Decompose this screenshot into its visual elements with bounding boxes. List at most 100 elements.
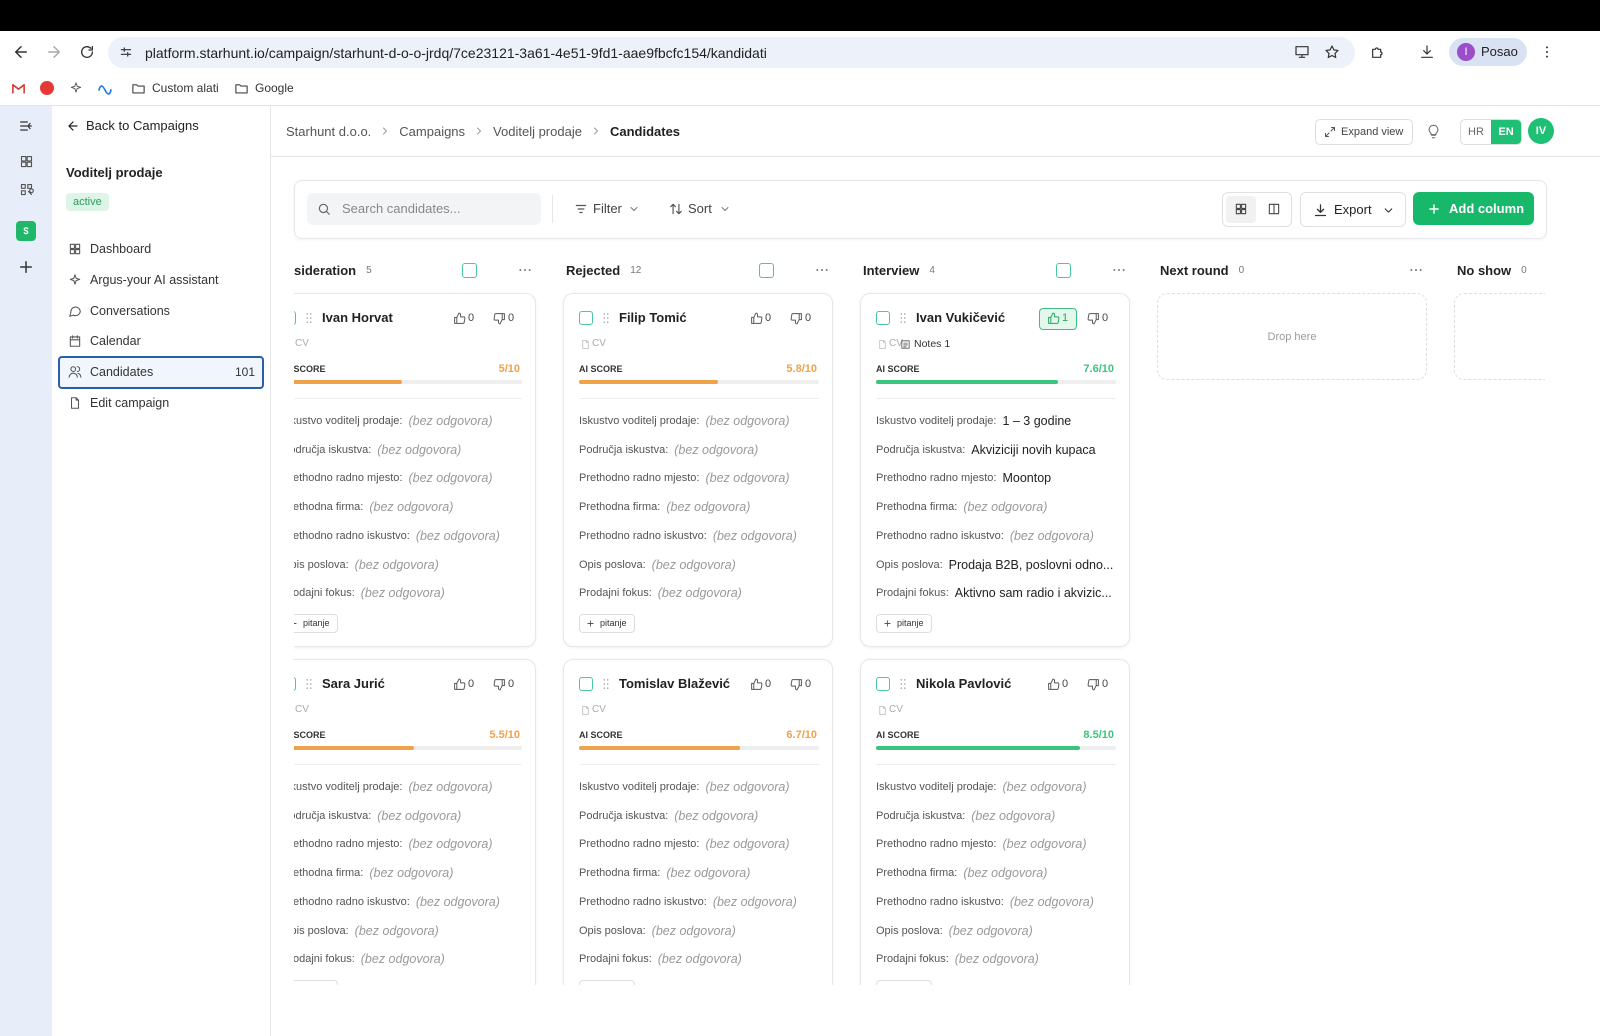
breadcrumb[interactable]: Starhunt d.o.o. xyxy=(286,123,372,139)
like-count: 1 xyxy=(1062,312,1069,324)
column-checkbox[interactable] xyxy=(759,263,774,278)
breadcrumb[interactable]: Campaigns xyxy=(399,123,466,139)
nav-item[interactable]: Calendar xyxy=(90,334,141,349)
profile-button[interactable]: I Posao xyxy=(1449,38,1527,66)
language-option[interactable]: EN xyxy=(1491,120,1521,144)
nav-item[interactable]: Candidates xyxy=(90,365,154,380)
add-question-button[interactable]: pitanje xyxy=(579,614,635,633)
candidate-name: Filip Tomić xyxy=(619,310,687,325)
icon[interactable] xyxy=(574,202,588,216)
expand-button[interactable]: Expand view xyxy=(1315,119,1413,145)
bookmark[interactable]: Custom alati xyxy=(152,81,219,95)
column-checkbox[interactable] xyxy=(1056,263,1071,278)
icon[interactable] xyxy=(1539,44,1555,60)
nav-item[interactable]: Dashboard xyxy=(90,242,152,256)
icon[interactable] xyxy=(750,678,763,691)
icon[interactable] xyxy=(45,43,63,61)
card-checkbox[interactable] xyxy=(579,311,593,325)
sort-button[interactable]: Sort xyxy=(688,201,712,216)
icon[interactable] xyxy=(517,262,533,278)
field-label: Prethodno radno iskustvo: xyxy=(876,529,1004,542)
icon[interactable] xyxy=(19,182,34,197)
add-question-button[interactable]: pitanje xyxy=(294,980,338,985)
card-checkbox[interactable] xyxy=(876,677,890,691)
cv-link[interactable]: CV xyxy=(889,338,903,349)
candidate-card[interactable]: Filip Tomić 0 0 CV AI SCORE 5.8/10 Iskustvo vo… xyxy=(563,293,833,647)
icon xyxy=(131,81,146,96)
candidate-card[interactable]: Sara Jurić 0 0 CV AI SCORE 5.5/10 Iskustvo vod… xyxy=(294,659,536,985)
field-label: Opis poslova: xyxy=(579,558,646,571)
icon[interactable] xyxy=(1111,262,1127,278)
card-checkbox[interactable] xyxy=(876,311,890,325)
card-checkbox[interactable] xyxy=(294,677,296,691)
icon[interactable] xyxy=(1324,44,1340,60)
icon xyxy=(519,269,531,271)
add-column-button[interactable]: Add column xyxy=(1413,192,1534,225)
address-bar[interactable]: platform.starhunt.io/campaign/starhunt-d… xyxy=(108,37,1355,68)
nav-item[interactable]: Edit campaign xyxy=(90,396,170,410)
candidate-card[interactable]: Tomislav Blažević 0 0 CV AI SCORE 6.7/10 Iskus… xyxy=(563,659,833,985)
add-question-button[interactable]: pitanje xyxy=(294,614,338,633)
notes-link[interactable]: Notes 1 xyxy=(914,338,951,350)
language-option[interactable]: HR xyxy=(1468,126,1484,138)
icon[interactable] xyxy=(493,312,506,325)
add-question-button[interactable]: pitanje xyxy=(876,614,932,633)
icon[interactable] xyxy=(17,258,35,276)
export-button[interactable]: Export xyxy=(1300,192,1406,227)
cv-link[interactable]: CV xyxy=(592,704,606,715)
icon[interactable] xyxy=(1419,44,1435,60)
column-checkbox[interactable] xyxy=(462,263,477,278)
icon[interactable] xyxy=(1087,312,1100,325)
icon[interactable] xyxy=(18,118,34,134)
icon[interactable] xyxy=(79,44,95,60)
icon[interactable] xyxy=(453,312,466,325)
breadcrumb[interactable]: Voditelj prodaje xyxy=(493,123,582,139)
icon[interactable] xyxy=(1234,202,1248,216)
cv-link[interactable]: CV xyxy=(889,704,903,715)
icon-shape xyxy=(131,83,145,93)
card-checkbox[interactable] xyxy=(579,677,593,691)
icon[interactable] xyxy=(453,678,466,691)
icon[interactable] xyxy=(1294,44,1310,60)
user-avatar[interactable]: IV xyxy=(1528,118,1554,144)
icon xyxy=(900,339,910,349)
icon[interactable] xyxy=(1267,202,1281,216)
candidate-card[interactable]: Nikola Pavlović 0 0 CV AI SCORE 8.5/10 Iskustv… xyxy=(860,659,1130,985)
candidate-name: Nikola Pavlović xyxy=(916,676,1012,691)
icon[interactable] xyxy=(669,202,683,216)
icon[interactable] xyxy=(19,154,34,169)
icon xyxy=(1325,45,1339,59)
icon[interactable] xyxy=(493,678,506,691)
icon[interactable] xyxy=(750,312,763,325)
icon[interactable] xyxy=(790,678,803,691)
candidate-card[interactable]: Ivan Vukičević 1 0 CV Notes 1 AI SCORE 7.6/10 I… xyxy=(860,293,1130,647)
add-question-button[interactable]: pitanje xyxy=(579,980,635,985)
icon-shape xyxy=(1268,203,1280,215)
icon[interactable] xyxy=(1087,678,1100,691)
back-link[interactable]: Back to Campaigns xyxy=(86,118,199,133)
icon xyxy=(1324,126,1336,138)
icon[interactable] xyxy=(1370,44,1386,60)
cv-link[interactable]: CV xyxy=(592,338,606,349)
nav-item[interactable]: Argus-your AI assistant xyxy=(90,272,219,287)
icon[interactable] xyxy=(12,43,30,61)
bookmark[interactable]: Google xyxy=(255,81,294,95)
icon[interactable] xyxy=(814,262,830,278)
field-label: Opis poslova: xyxy=(876,558,943,571)
add-question-button[interactable]: pitanje xyxy=(876,980,932,985)
icon[interactable] xyxy=(1426,124,1441,139)
icon xyxy=(586,619,594,627)
search-input[interactable]: Search candidates... xyxy=(307,193,541,225)
card-checkbox[interactable] xyxy=(294,311,296,325)
nav-item[interactable]: Conversations xyxy=(90,303,170,318)
icon[interactable] xyxy=(1408,262,1424,278)
filter-button[interactable]: Filter xyxy=(593,201,622,216)
icon[interactable] xyxy=(1047,678,1060,691)
icon[interactable] xyxy=(1047,312,1060,325)
cv-link[interactable]: CV xyxy=(295,704,309,715)
icon[interactable] xyxy=(790,312,803,325)
icon[interactable] xyxy=(66,119,80,133)
icon-shape xyxy=(900,339,910,349)
cv-link[interactable]: CV xyxy=(295,338,309,349)
candidate-card[interactable]: Ivan Horvat 0 0 CV AI SCORE 5/10 Iskustvo vodi… xyxy=(294,293,536,647)
